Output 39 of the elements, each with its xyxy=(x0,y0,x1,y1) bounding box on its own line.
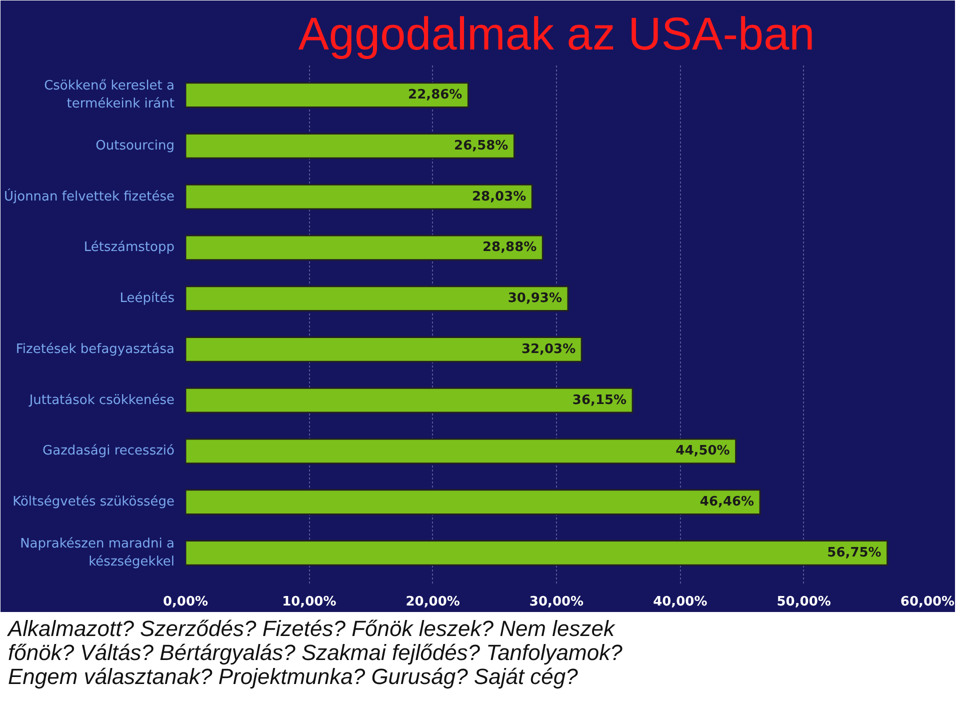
bar xyxy=(186,82,469,108)
y-tick-label: Naprakészen maradni a készségekkel xyxy=(20,536,175,570)
y-tick-label: Leépítés xyxy=(120,291,175,306)
data-label: 36,15% xyxy=(572,392,627,408)
x-tick-label: 50,00% xyxy=(776,594,831,610)
bar xyxy=(186,336,582,362)
data-label: 56,75% xyxy=(827,545,882,560)
x-tick-label: 0,00% xyxy=(162,594,208,610)
bar xyxy=(186,438,737,464)
bar xyxy=(186,387,634,414)
data-label: 22,86% xyxy=(408,88,462,103)
x-tick-label: 20,00% xyxy=(406,594,460,610)
x-tick-label: 40,00% xyxy=(653,594,708,610)
data-label: 32,03% xyxy=(521,342,576,357)
data-label: 46,46% xyxy=(700,494,754,510)
y-tick-label: Költségvetés szükössége xyxy=(12,494,175,510)
y-tick-label: Létszámstopp xyxy=(84,240,175,256)
data-label: 28,88% xyxy=(482,240,537,256)
data-label: 26,58% xyxy=(454,138,508,154)
bar xyxy=(186,489,761,516)
y-tick-label: Csökkenő kereslet a termékeink iránt xyxy=(44,78,175,112)
x-tick-label: 60,00% xyxy=(900,594,955,610)
y-tick-label: Gazdasági recesszió xyxy=(42,444,175,459)
y-tick-label: Fizetések befagyasztása xyxy=(16,342,175,357)
bar xyxy=(186,540,888,566)
data-label: 28,03% xyxy=(472,189,526,204)
y-tick-label: Újonnan felvettek fizetése xyxy=(4,187,175,204)
chart-title: Aggodalmak az USA-ban xyxy=(298,8,815,60)
y-tick-label: Juttatások csökkenése xyxy=(28,392,175,408)
x-tick-label: 10,00% xyxy=(282,594,336,610)
bar xyxy=(186,132,515,159)
y-tick-label: Outsourcing xyxy=(96,138,175,154)
x-tick-label: 30,00% xyxy=(529,594,584,610)
data-label: 44,50% xyxy=(676,444,730,459)
text: Alkalmazott? Szerződés? Fizetés? Főnök leszek? Nem leszek főnök? Váltás? Bértárgyalás? Szakmai fejlődés? Tanfolyamok? Engem választanak? Projektmunka? Guruság? Saját cég? xyxy=(8,616,624,690)
bar xyxy=(186,234,544,261)
bar xyxy=(186,286,569,312)
data-label: 30,93% xyxy=(508,291,562,306)
bar xyxy=(186,184,533,210)
